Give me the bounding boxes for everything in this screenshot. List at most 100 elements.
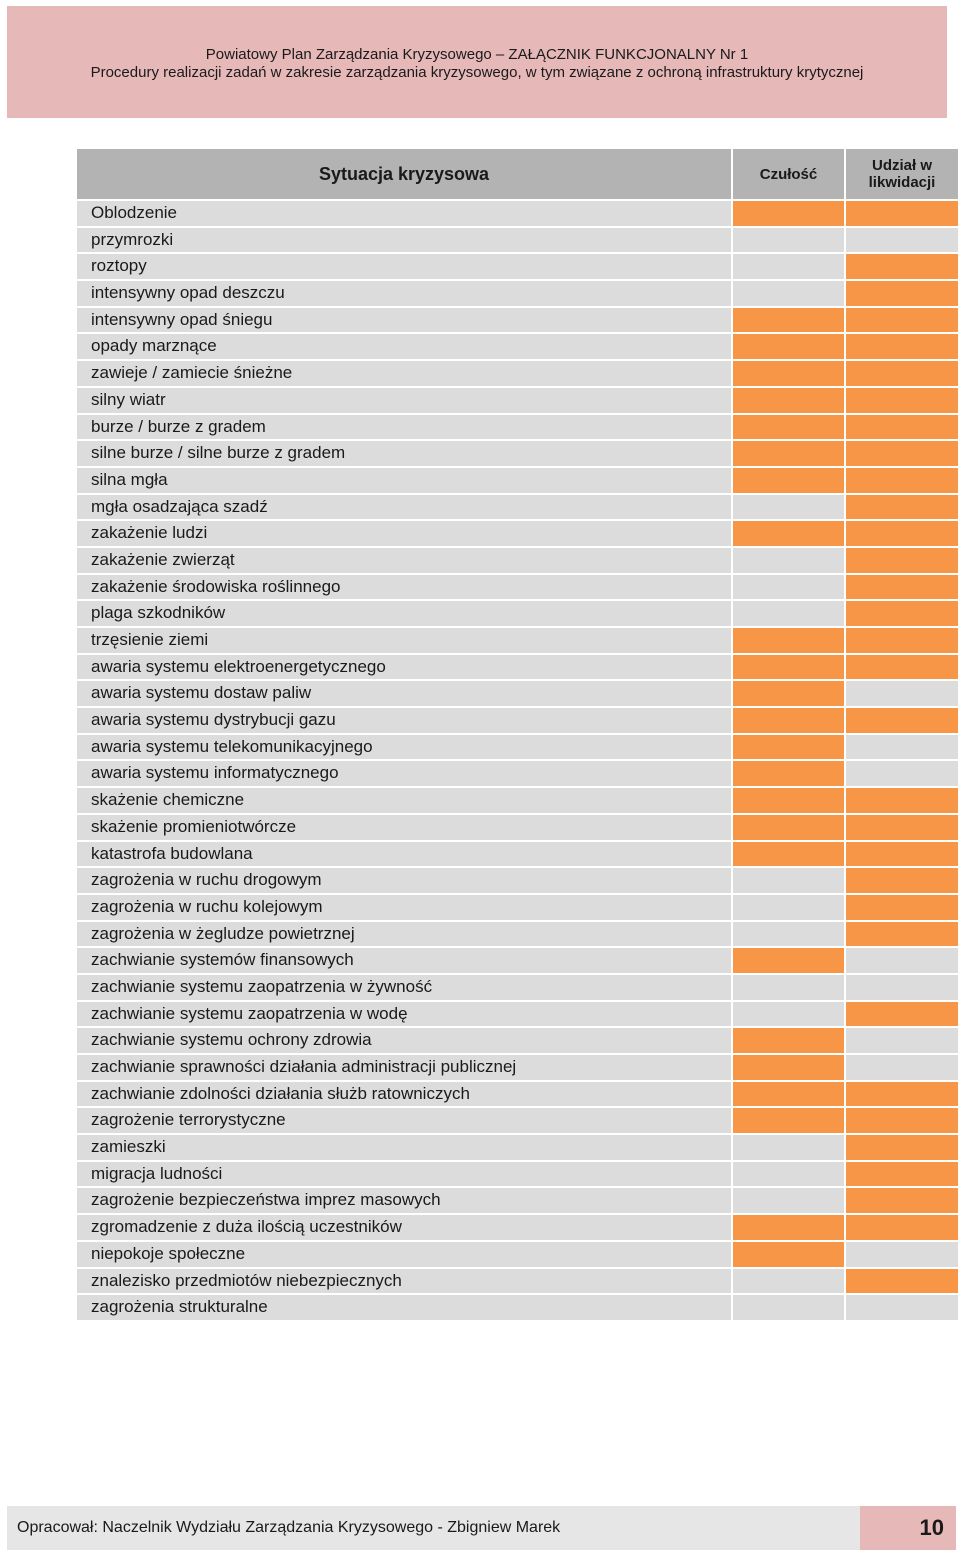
participation-flag-on [846,307,958,333]
table-row: awaria systemu dystrybucji gazu [77,708,958,733]
situation-name: intensywny opad deszczu [77,281,731,306]
participation-flag-on [846,494,958,520]
table-row: zakażenie zwierząt [77,547,958,573]
table-row: burze / burze z gradem [77,414,958,440]
footer-author: Opracował: Naczelnik Wydziału Zarządzani… [7,1506,860,1550]
sensitivity-flag-on [733,681,844,707]
sensitivity-flag-off [733,868,844,893]
sensitivity-flag-on [733,1241,844,1267]
situation-name: awaria systemu telekomunikacyjnego [77,734,731,760]
sensitivity-flag-on [733,788,844,813]
situation-name: trzęsienie ziemi [77,628,731,653]
header-subtitle: Procedury realizacji zadań w zakresie za… [90,64,864,81]
table-row: znalezisko przedmiotów niebezpiecznych [77,1268,958,1294]
situation-name: zachwianie systemu ochrony zdrowia [77,1028,731,1053]
table-row: mgła osadzająca szadź [77,494,958,520]
sensitivity-flag-on [733,467,844,493]
participation-flag-on [846,788,958,813]
participation-flag-on [846,1081,958,1107]
table-row: trzęsienie ziemi [77,628,958,653]
sensitivity-flag-off [733,547,844,573]
participation-flag-on [846,334,958,360]
situation-name: zakażenie ludzi [77,521,731,546]
crisis-situations-table: Sytuacja kryzysowa Czułość Udział w likw… [77,149,958,1322]
sensitivity-flag-on [733,441,844,466]
participation-flag-on [846,1161,958,1187]
situation-name: zagrożenie terrorystyczne [77,1108,731,1134]
sensitivity-flag-on [733,1215,844,1240]
table-row: skażenie chemiczne [77,788,958,813]
document-header: Powiatowy Plan Zarządzania Kryzysowego –… [7,6,947,118]
situation-name: zagrożenia w ruchu drogowym [77,868,731,893]
sensitivity-flag-off [733,974,844,1000]
participation-flag-off [846,1028,958,1053]
participation-flag-off [846,1055,958,1080]
sensitivity-flag-off [733,1135,844,1160]
table-row: przymrozki [77,227,958,253]
situation-name: zawieje / zamiecie śnieżne [77,361,731,386]
situation-name: zakażenie zwierząt [77,547,731,573]
sensitivity-flag-off [733,1188,844,1214]
participation-flag-on [846,1268,958,1294]
table-row: Oblodzenie [77,201,958,226]
table-row: zakażenie środowiska roślinnego [77,574,958,600]
situation-name: burze / burze z gradem [77,414,731,440]
situation-name: katastrofa budowlana [77,841,731,867]
sensitivity-flag-off [733,1295,844,1320]
situation-name: zgromadzenie z duża ilością uczestników [77,1215,731,1240]
table-row: skażenie promieniotwórcze [77,814,958,840]
participation-flag-on [846,894,958,920]
table-header: Sytuacja kryzysowa Czułość Udział w likw… [77,149,958,199]
sensitivity-flag-on [733,628,844,653]
situation-name: skażenie chemiczne [77,788,731,813]
situation-name: awaria systemu elektroenergetycznego [77,654,731,680]
participation-flag-off [846,227,958,253]
column-header-sensitivity: Czułość [733,149,844,199]
situation-name: przymrozki [77,227,731,253]
participation-flag-on [846,361,958,386]
sensitivity-flag-off [733,281,844,306]
participation-flag-off [846,761,958,787]
table-row: zachwianie systemów finansowych [77,948,958,973]
table-row: zachwianie systemu zaopatrzenia w wodę [77,1001,958,1027]
page-number: 10 [860,1506,956,1550]
table-row: migracja ludności [77,1161,958,1187]
sensitivity-flag-off [733,227,844,253]
sensitivity-flag-on [733,521,844,546]
table-row: zagrożenia strukturalne [77,1295,958,1320]
column-header-situation: Sytuacja kryzysowa [77,149,731,199]
table-row: zakażenie ludzi [77,521,958,546]
table-row: awaria systemu elektroenergetycznego [77,654,958,680]
sensitivity-flag-on [733,948,844,973]
participation-flag-on [846,414,958,440]
situation-name: zakażenie środowiska roślinnego [77,574,731,600]
sensitivity-flag-off [733,1161,844,1187]
situation-name: mgła osadzająca szadź [77,494,731,520]
sensitivity-flag-on [733,1055,844,1080]
sensitivity-flag-on [733,307,844,333]
table-row: zachwianie systemu zaopatrzenia w żywnoś… [77,974,958,1000]
table-row: zachwianie sprawności działania administ… [77,1055,958,1080]
table-body: Oblodzenie przymrozki roztopy intensywny op… [77,201,958,1320]
sensitivity-flag-off [733,921,844,947]
participation-flag-off [846,734,958,760]
situation-name: zagrożenia w ruchu kolejowym [77,894,731,920]
table-row: opady marznące [77,334,958,360]
table-row: awaria systemu informatycznego [77,761,958,787]
participation-flag-on [846,254,958,280]
situation-name: silny wiatr [77,387,731,413]
sensitivity-flag-on [733,201,844,226]
participation-flag-on [846,654,958,680]
situation-name: opady marznące [77,334,731,360]
situation-name: plaga szkodników [77,601,731,626]
situation-name: roztopy [77,254,731,280]
participation-flag-on [846,547,958,573]
participation-flag-on [846,1135,958,1160]
sensitivity-flag-on [733,387,844,413]
participation-flag-on [846,868,958,893]
header-title: Powiatowy Plan Zarządzania Kryzysowego –… [205,46,749,63]
sensitivity-flag-on [733,361,844,386]
table-row: roztopy [77,254,958,280]
situation-name: zachwianie zdolności działania służb rat… [77,1081,731,1107]
table-row: zgromadzenie z duża ilością uczestników [77,1215,958,1240]
